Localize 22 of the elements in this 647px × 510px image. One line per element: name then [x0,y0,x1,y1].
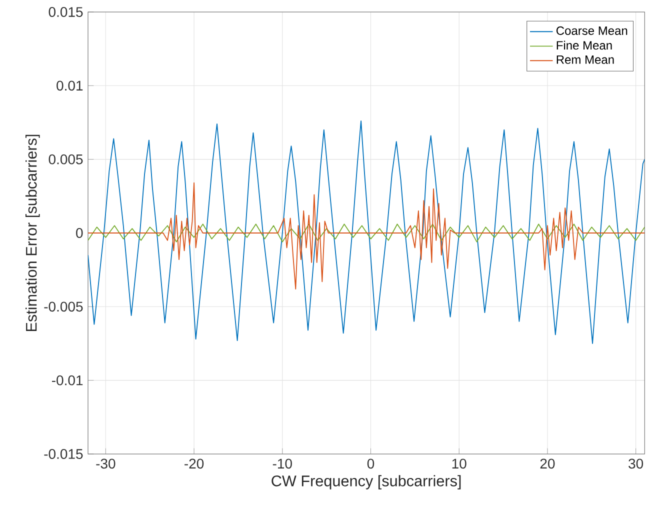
y-tick-label: 0 [76,228,83,238]
y-tick-label: 0.01 [56,80,83,91]
y-tick-label: -0.005 [44,302,83,312]
x-tick-label: 0 [367,458,374,469]
x-tick-label: -30 [96,458,116,469]
x-tick-label: -20 [184,458,204,469]
y-tick-label: -0.015 [44,449,83,459]
line-series [88,182,645,290]
legend-label: Coarse Mean [556,26,628,35]
x-tick-label: 10 [452,458,466,469]
y-tick-label: 0.015 [48,7,83,17]
x-tick-label: 20 [540,458,555,469]
legend-label: Fine Mean [556,40,612,50]
x-tick-label: 30 [628,458,644,469]
y-tick-label: 0.005 [48,154,83,164]
line-series [88,224,645,242]
x-axis-title: CW Frequency [subcarriers] [272,475,461,490]
y-axis-title: Estimation Error [subcarriers] [25,134,40,331]
x-tick-label: -10 [272,458,292,469]
legend-label: Rem Mean [556,56,614,64]
line-series [88,120,645,344]
y-tick-label: -0.01 [52,375,83,386]
